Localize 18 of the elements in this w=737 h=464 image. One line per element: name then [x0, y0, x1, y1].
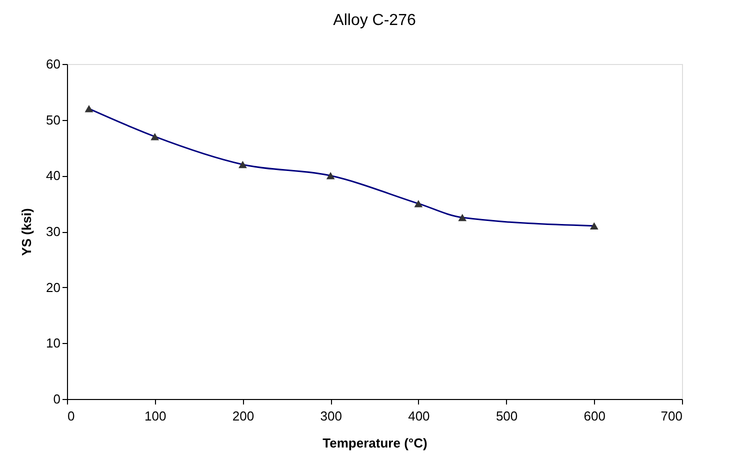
y-tick-label: 40 [46, 168, 60, 184]
y-axis-title: YS (ksi) [19, 208, 34, 256]
x-tick-label: 100 [144, 408, 166, 424]
x-tick-label: 200 [232, 408, 254, 424]
y-tick-label: 30 [46, 224, 60, 239]
x-tick-label: 300 [320, 408, 342, 424]
x-tick-label: 0 [68, 408, 75, 424]
y-tick-label: 0 [53, 392, 60, 406]
y-tick-label: 20 [46, 280, 60, 295]
x-tick-label: 500 [496, 408, 518, 424]
y-tick-label: 10 [46, 336, 60, 351]
x-axis-title: Temperature (°C) [322, 436, 428, 450]
x-tick-label: 600 [584, 408, 606, 424]
x-tick-label: 400 [408, 408, 430, 424]
chart-title: Alloy C-276 [333, 12, 416, 29]
y-tick-label: 50 [46, 112, 60, 128]
y-tick-label: 60 [46, 56, 60, 72]
x-tick-label: 700 [660, 408, 682, 424]
